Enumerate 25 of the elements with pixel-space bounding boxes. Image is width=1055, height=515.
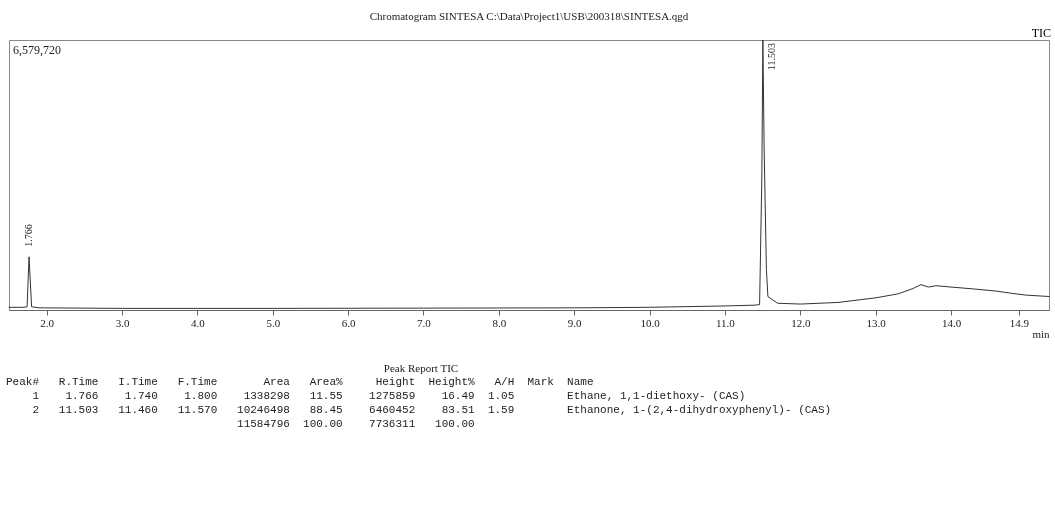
x-tick-label: 2.0 xyxy=(40,316,55,329)
x-tick-label: 12.0 xyxy=(791,316,811,329)
x-tick-label: 13.0 xyxy=(866,316,887,329)
text: Peak# R.Time I.Time F.Time Area Area% Height Height% A/H Mark Name xyxy=(6,375,595,389)
x-tick-label: 14.0 xyxy=(941,316,962,329)
annotation: TIC xyxy=(1031,26,1051,41)
annotation: 6,579,720 xyxy=(13,43,61,57)
chart-title: Chromatogram SINTESA C:\Data\Project1\USB\200318\SINTESA.qgd xyxy=(369,9,689,22)
x-tick-label: 5.0 xyxy=(266,316,281,329)
x-tick-label: 11.0 xyxy=(716,316,736,329)
annotation: 1.766 xyxy=(23,224,35,247)
text: 1 1.766 1.740 1.800 1338298 11.55 1275859 16.49 1.05 Ethane, 1,1-diethoxy- (CAS) xyxy=(31,389,747,403)
x-tick-label: 9.0 xyxy=(567,316,583,329)
text: 11584796 100.00 7736311 100.00 xyxy=(236,417,476,431)
x-tick-label: 14.9 xyxy=(1009,316,1030,329)
x-tick-label: 6.0 xyxy=(341,316,357,329)
annotation: 11.503 xyxy=(765,43,777,71)
x-tick-label: 8.0 xyxy=(492,316,507,329)
x-tick-label: 10.0 xyxy=(640,316,661,329)
x-tick-label: 7.0 xyxy=(417,316,432,329)
x-tick-label: 4.0 xyxy=(191,316,206,329)
text: 2 11.503 11.460 11.570 10246498 88.45 6460452 83.51 1.59 Ethanone, 1-(2,4-dihydroxyphenyl)- (CAS) xyxy=(31,403,833,417)
x-tick-label: 3.0 xyxy=(115,316,130,329)
text: Peak Report TIC xyxy=(382,361,460,375)
x-axis-title: min xyxy=(1032,327,1050,340)
